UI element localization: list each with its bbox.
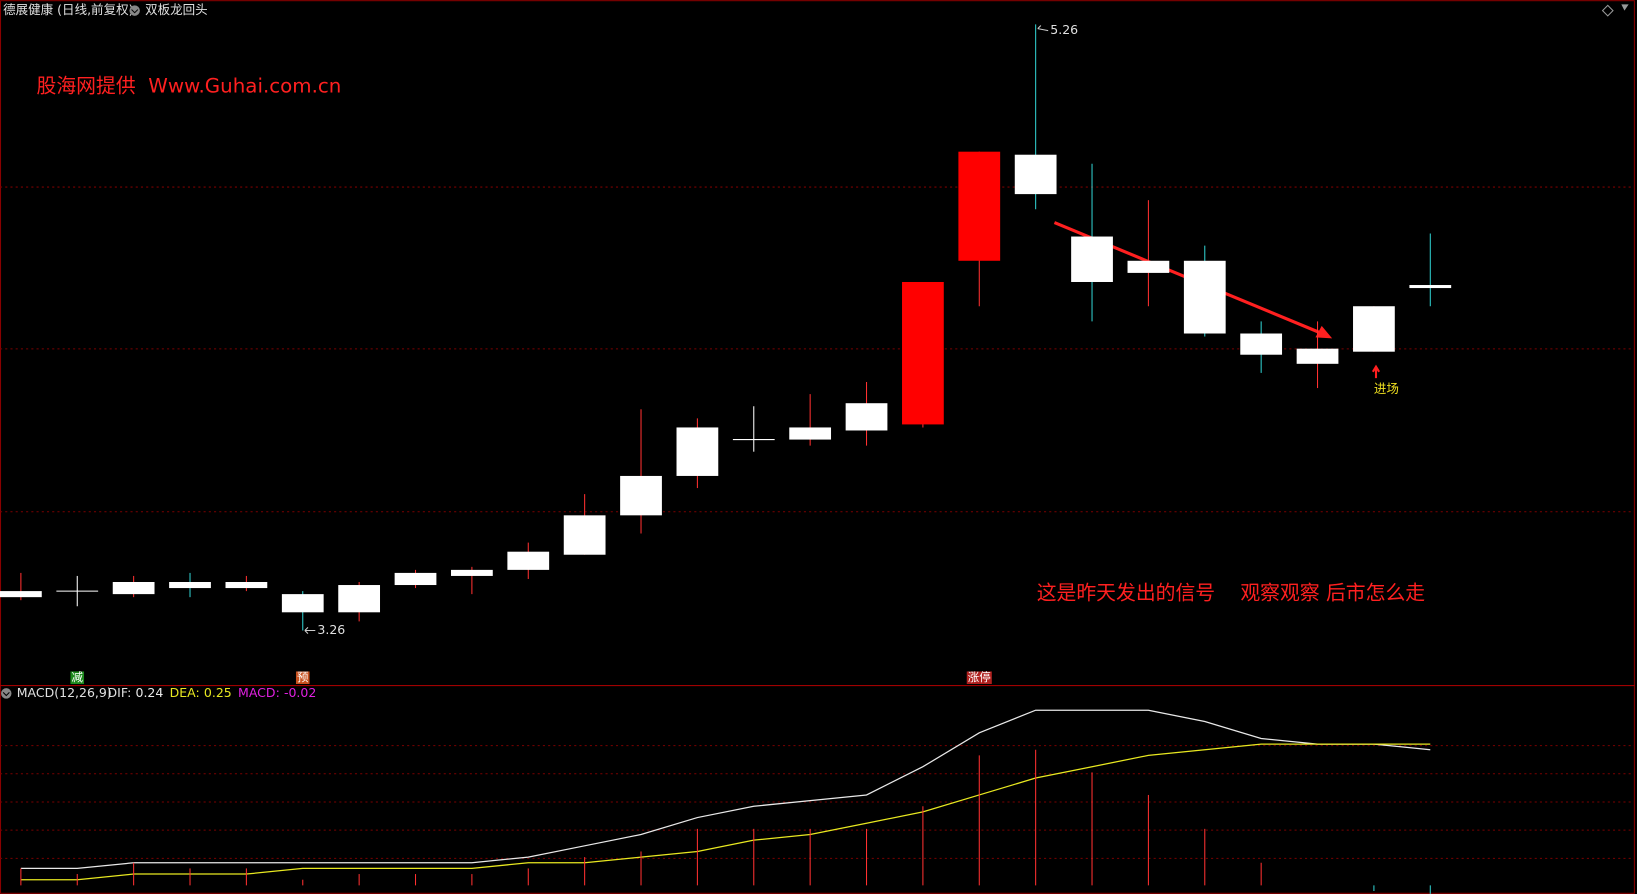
legend-value: -0.02 — [284, 685, 316, 700]
candle-body — [1127, 260, 1170, 273]
candle-body — [112, 582, 155, 595]
low-arrow — [304, 626, 316, 634]
chart-title: 德展健康 (日线,前复权) — [3, 2, 133, 17]
macd-pane — [20, 709, 1431, 894]
signal-label: 预 — [297, 670, 309, 684]
diamond-icon[interactable] — [1601, 4, 1614, 17]
macd-line — [20, 743, 1431, 881]
candle-body — [225, 582, 268, 589]
candle-body — [1353, 306, 1395, 352]
indicator-name: 双板龙回头 — [145, 2, 208, 17]
candle-body — [1183, 260, 1226, 334]
signal-label: 减 — [72, 670, 84, 684]
signal-label: 涨停 — [968, 670, 991, 684]
legend-name: MACD: — [238, 685, 280, 700]
entry-label: 进场 — [1374, 381, 1399, 396]
corner-icon[interactable] — [1621, 4, 1629, 11]
trend-arrowhead — [1315, 325, 1333, 339]
high-label: 5.26 — [1050, 22, 1078, 37]
candle-body — [676, 427, 719, 476]
dropdown-icon[interactable] — [129, 5, 140, 16]
legend-value: 0.24 — [135, 685, 163, 700]
candle-body — [1014, 154, 1057, 195]
signal-box — [70, 671, 85, 684]
candle-body — [620, 475, 662, 516]
legend-value: 0.25 — [204, 685, 232, 700]
candle-body — [958, 151, 1001, 261]
macd-legend: MACD(12,26,9) DIF: 0.24 DEA: 0.25 MACD: -0.02 — [17, 685, 317, 700]
dropdown-chevron — [131, 9, 139, 14]
candle-body — [451, 569, 493, 576]
signal-box — [966, 671, 992, 684]
candle-body — [845, 403, 888, 431]
high-arrow — [1037, 25, 1049, 32]
macd-title: MACD(12,26,9) — [17, 685, 112, 700]
candle-body — [902, 281, 944, 425]
dropdown-chevron — [2, 691, 10, 697]
price-pane: 5.26 3.26 减 预 涨停 进场 — [0, 22, 1452, 684]
candle-body — [789, 427, 832, 440]
annotation: 这是昨天发出的信号 观察观察 后市怎么走 — [1037, 582, 1426, 605]
grid — [0, 186, 1635, 859]
candle-body — [338, 585, 381, 613]
candle-body — [1071, 236, 1113, 282]
watermark: 股海网提供 Www.Guhai.com.cn — [37, 74, 342, 97]
low-label: 3.26 — [317, 622, 345, 637]
candle-body — [169, 582, 211, 589]
candle-body — [0, 591, 42, 598]
candle-body — [281, 594, 324, 613]
candle-body — [1296, 348, 1339, 364]
dropdown-icon[interactable] — [1, 688, 12, 699]
candle-body — [563, 515, 606, 555]
macd-line — [20, 709, 1431, 870]
legend-name: DIF: — [108, 685, 132, 700]
candle-body — [394, 572, 437, 586]
legend-name: DEA: — [170, 685, 200, 700]
entry-arrow — [1371, 364, 1381, 379]
candle-body — [1240, 333, 1283, 355]
candle-body — [1409, 285, 1452, 289]
signal-box — [295, 671, 310, 684]
candle-body — [507, 551, 550, 570]
